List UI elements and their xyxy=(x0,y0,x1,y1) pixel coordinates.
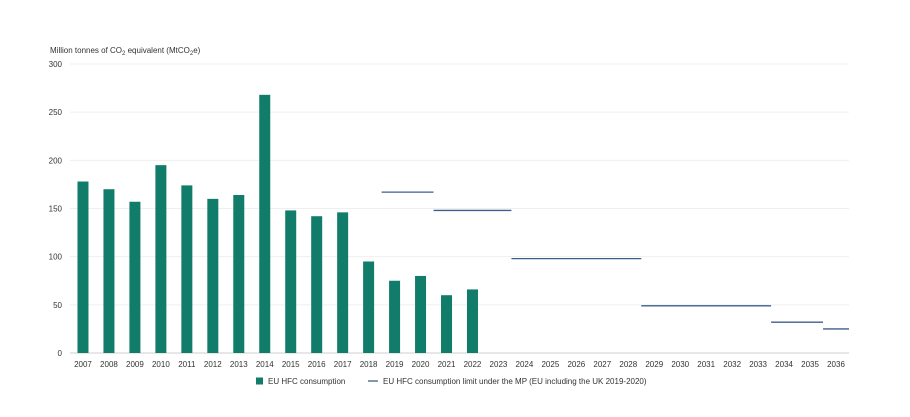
bar xyxy=(181,185,193,353)
x-tick-label: 2025 xyxy=(541,360,559,369)
x-tick-label: 2035 xyxy=(801,360,819,369)
gridlines xyxy=(70,63,849,354)
x-tick-labels: 2007 2008 2009 2010 2011 2012 2013 2014 2015 2016… xyxy=(74,360,845,369)
bar xyxy=(155,165,167,353)
legend-label-consumption: EU HFC consumption xyxy=(268,377,345,386)
x-tick-label: 2027 xyxy=(593,360,611,369)
x-tick-label: 2032 xyxy=(723,360,741,369)
x-tick-label: 2020 xyxy=(412,360,430,369)
x-tick-label: 2028 xyxy=(619,360,637,369)
x-tick-label: 2026 xyxy=(567,360,585,369)
x-tick-label: 2033 xyxy=(749,360,767,369)
y-axis-label: Million tonnes of CO2 equivalent (MtCO2e… xyxy=(50,46,201,57)
x-tick-label: 2021 xyxy=(438,360,456,369)
x-tick-label: 2011 xyxy=(178,360,196,369)
bar xyxy=(337,212,349,353)
x-tick-label: 2015 xyxy=(282,360,300,369)
x-tick-label: 2034 xyxy=(775,360,793,369)
limit-lines xyxy=(381,191,849,330)
bar xyxy=(311,216,323,353)
bar xyxy=(77,181,89,353)
y-tick-labels: 0 50 100 150 200 250 300 xyxy=(49,60,63,358)
legend-label-limit: EU HFC consumption limit under the MP (E… xyxy=(383,377,647,386)
x-tick-label: 2018 xyxy=(360,360,378,369)
legend: EU HFC consumption EU HFC consumption lim… xyxy=(256,377,647,386)
x-tick-label: 2010 xyxy=(152,360,170,369)
x-tick-label: 2009 xyxy=(126,360,144,369)
x-tick-label: 2007 xyxy=(74,360,92,369)
bar xyxy=(129,201,141,353)
x-tick-label: 2016 xyxy=(308,360,326,369)
legend-swatch-consumption xyxy=(256,377,263,385)
x-tick-label: 2013 xyxy=(230,360,248,369)
x-tick-label: 2017 xyxy=(334,360,352,369)
bar xyxy=(389,280,401,353)
x-tick-label: 2030 xyxy=(671,360,689,369)
x-tick-label: 2031 xyxy=(697,360,715,369)
y-tick-label: 100 xyxy=(49,253,63,262)
x-tick-label: 2019 xyxy=(386,360,404,369)
y-tick-label: 250 xyxy=(49,108,63,117)
x-tick-label: 2029 xyxy=(645,360,663,369)
y-tick-label: 300 xyxy=(49,60,63,69)
bar xyxy=(285,210,297,353)
x-tick-label: 2036 xyxy=(827,360,845,369)
bar xyxy=(363,261,375,353)
y-tick-label: 0 xyxy=(58,349,63,358)
x-tick-label: 2008 xyxy=(100,360,118,369)
y-tick-label: 50 xyxy=(53,301,62,310)
bar xyxy=(207,198,219,353)
x-tick-label: 2024 xyxy=(516,360,534,369)
bar xyxy=(233,195,245,353)
x-tick-label: 2012 xyxy=(204,360,222,369)
bar xyxy=(441,295,453,353)
bar xyxy=(259,94,271,354)
bar xyxy=(466,289,478,353)
x-tick-label: 2023 xyxy=(490,360,508,369)
bar xyxy=(415,275,427,353)
x-tick-label: 2014 xyxy=(256,360,274,369)
bar xyxy=(103,189,115,353)
x-tick-label: 2022 xyxy=(464,360,482,369)
bars xyxy=(77,94,478,354)
y-tick-label: 150 xyxy=(49,205,63,214)
y-tick-label: 200 xyxy=(49,156,63,165)
